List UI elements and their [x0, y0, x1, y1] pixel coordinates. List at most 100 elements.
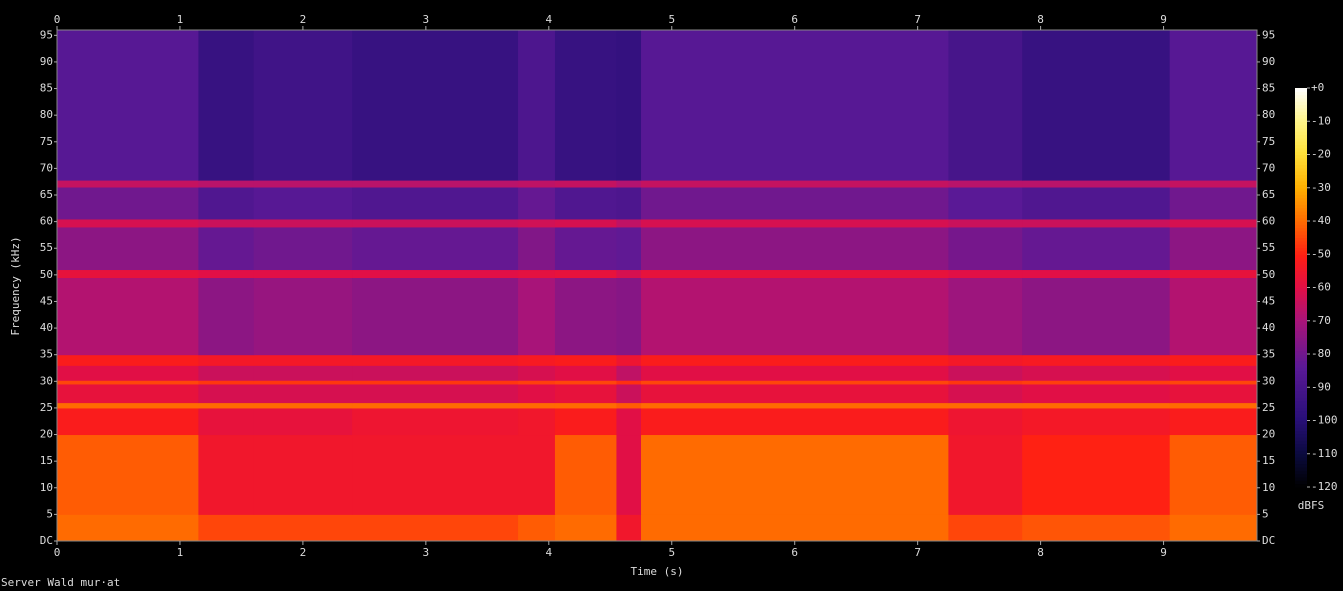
colorbar-segment	[1295, 413, 1307, 418]
y-tick-label: 35	[40, 348, 53, 361]
y-tick-label: 95	[40, 28, 53, 41]
colorbar-segment	[1295, 317, 1307, 322]
colorbar-segment	[1295, 274, 1307, 279]
x-tick-label: 4	[545, 13, 552, 26]
heatmap-cell	[352, 277, 519, 356]
heatmap-cell	[57, 514, 199, 542]
heatmap-cell	[1022, 354, 1171, 366]
heatmap-cell	[641, 365, 949, 381]
colorbar-segment	[1295, 184, 1307, 189]
colorbar-segment	[1295, 174, 1307, 179]
heatmap-cell	[57, 226, 199, 271]
heatmap-cell	[616, 218, 642, 228]
colorbar-segment	[1295, 347, 1307, 352]
x-tick-label: 8	[1037, 13, 1044, 26]
colorbar-segment	[1295, 320, 1307, 325]
heatmap-cell	[1169, 30, 1258, 181]
colorbar-segment	[1295, 300, 1307, 305]
heatmap-cell	[1022, 180, 1171, 188]
colorbar-segment	[1295, 171, 1307, 175]
colorbar-segment	[1295, 111, 1307, 116]
heatmap-cell	[518, 30, 556, 181]
colorbar-segment	[1295, 420, 1307, 425]
colorbar-segment	[1295, 234, 1307, 239]
colorbar-segment	[1295, 480, 1307, 485]
colorbar-segment	[1295, 97, 1307, 102]
heatmap-cell	[1169, 380, 1258, 385]
y-tick-label: 65	[1262, 188, 1275, 201]
colorbar-segment	[1295, 217, 1307, 222]
heatmap-cell	[198, 218, 255, 228]
y-tick-label: 25	[40, 401, 53, 414]
heatmap-cell	[518, 380, 556, 385]
heatmap-cell	[57, 180, 199, 188]
heatmap-cell	[253, 180, 353, 188]
heatmap-cell	[57, 30, 199, 181]
y-tick-label: 25	[1262, 401, 1275, 414]
colorbar-segment	[1295, 247, 1307, 252]
y-tick-label: 20	[40, 428, 53, 441]
colorbar-segment	[1295, 310, 1307, 315]
colorbar-segment	[1295, 383, 1307, 388]
heatmap-cell	[554, 30, 617, 181]
colorbar-segment	[1295, 191, 1307, 195]
x-tick-label: 0	[54, 13, 61, 26]
colorbar-segment	[1295, 403, 1307, 408]
heatmap-cell	[1022, 514, 1171, 542]
y-tick-label: 80	[1262, 108, 1275, 121]
heatmap-cell	[253, 402, 353, 409]
y-axis-label: Frequency (kHz)	[9, 236, 22, 335]
heatmap-cell	[641, 383, 949, 404]
heatmap-cell	[554, 514, 617, 542]
heatmap-cell	[352, 380, 519, 385]
x-tick-label: 3	[423, 546, 430, 559]
colorbar-segment	[1295, 164, 1307, 169]
colorbar-segment	[1295, 297, 1307, 302]
heatmap-cell	[57, 218, 199, 228]
colorbar-segment	[1295, 254, 1307, 259]
y-tick-label: 70	[1262, 161, 1275, 174]
colorbar-segment	[1295, 227, 1307, 232]
heatmap-cell	[352, 434, 519, 515]
heatmap-cell	[518, 402, 556, 409]
x-tick-label: 7	[914, 13, 921, 26]
heatmap-cell	[616, 514, 642, 542]
colorbar-segment	[1295, 207, 1307, 212]
plot-frame	[56, 29, 1258, 542]
y-tick-label: 10	[1262, 481, 1275, 494]
heatmap-cell	[641, 434, 949, 515]
heatmap-cell	[616, 434, 642, 515]
heatmap-cell	[57, 187, 199, 220]
colorbar-segment	[1295, 457, 1307, 461]
y-tick-label: 60	[1262, 215, 1275, 228]
heatmap-cell	[641, 354, 949, 366]
heatmap-cell	[948, 218, 1023, 228]
colorbar-segment	[1295, 230, 1307, 235]
colorbar-segment	[1295, 427, 1307, 431]
colorbar-segment	[1295, 94, 1307, 99]
heatmap-cell	[352, 383, 519, 404]
y-tick-label: DC	[1262, 534, 1275, 547]
colorbar-segment	[1295, 147, 1307, 152]
x-tick-label: 4	[545, 546, 552, 559]
colorbar-segment	[1295, 417, 1307, 421]
x-tick-label: 5	[668, 546, 675, 559]
heatmap-cell	[616, 269, 642, 279]
colorbar-segment	[1295, 151, 1307, 155]
colorbar-segment	[1295, 260, 1307, 265]
colorbar-segment	[1295, 470, 1307, 475]
y-tick-label: 90	[40, 55, 53, 68]
heatmap-cell	[1022, 187, 1171, 220]
heatmap-cell	[554, 365, 617, 381]
heatmap-cell	[1169, 434, 1258, 515]
heatmap-cell	[948, 187, 1023, 220]
colorbar-segment	[1295, 250, 1307, 255]
colorbar-segment	[1295, 390, 1307, 395]
colorbar-tick-label: -70	[1311, 314, 1331, 327]
heatmap-cell	[1169, 269, 1258, 279]
colorbar-segment	[1295, 400, 1307, 405]
colorbar-segment	[1295, 124, 1307, 129]
colorbar-segment	[1295, 360, 1307, 365]
heatmap-cell	[253, 277, 353, 356]
colorbar-segment	[1295, 91, 1307, 96]
